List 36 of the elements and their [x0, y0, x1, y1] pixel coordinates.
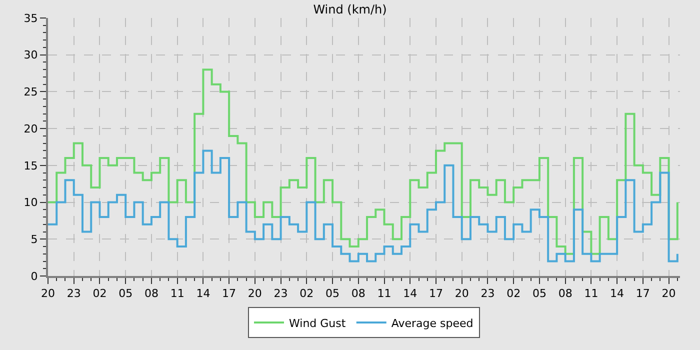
x-tick-label: 20: [41, 287, 55, 300]
y-tick-label: 20: [24, 122, 38, 136]
x-tick-label: 11: [170, 287, 184, 300]
y-tick-label: 5: [30, 232, 38, 246]
x-tick-label: 08: [351, 287, 366, 300]
x-tick-label: 08: [558, 287, 572, 300]
x-tick-label: 14: [610, 287, 624, 300]
x-tick-label: 20: [662, 287, 676, 300]
x-tick-label: 02: [300, 287, 314, 300]
x-tick-label: 05: [118, 287, 133, 300]
y-tick-label: 15: [24, 159, 38, 172]
x-tick-label: 02: [506, 287, 521, 300]
x-tick-label: 23: [480, 287, 495, 300]
y-tick-label: 10: [24, 196, 38, 210]
x-tick-label: 02: [92, 287, 107, 300]
x-tick-label: 05: [326, 287, 340, 300]
x-tick-label: 14: [403, 287, 418, 300]
x-tick-label: 11: [377, 287, 392, 300]
x-tick-label: 08: [144, 287, 158, 300]
x-tick-label: 14: [196, 287, 210, 300]
x-tick-label: 11: [584, 287, 598, 300]
legend-label: Wind Gust: [289, 316, 346, 330]
y-tick-label: 25: [24, 86, 38, 99]
x-tick-label: 17: [428, 287, 443, 300]
chart-title: Wind (km/h): [313, 2, 387, 17]
y-tick-label: 0: [30, 270, 38, 283]
x-tick-label: 23: [66, 287, 81, 300]
y-tick-label: 30: [24, 48, 38, 62]
x-tick-label: 20: [454, 287, 469, 300]
x-tick-label: 23: [274, 287, 288, 300]
x-tick-label: 05: [532, 287, 546, 300]
x-tick-label: 17: [222, 287, 236, 300]
legend-label: Average speed: [391, 316, 474, 330]
x-tick-label: 20: [248, 287, 262, 300]
x-tick-label: 17: [636, 287, 650, 300]
y-tick-label: 35: [24, 12, 38, 25]
